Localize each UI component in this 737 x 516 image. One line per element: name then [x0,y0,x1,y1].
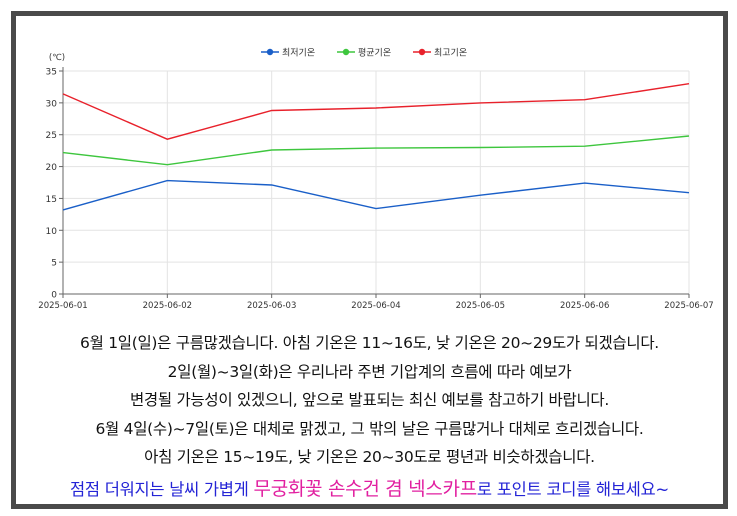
y-tick-label: 15 [46,195,57,205]
chart-frame: 0 5 10 15 20 25 30 35 2025-06-01 2025-06-02 2025-0… [11,11,728,509]
temperature-line-chart: 0 5 10 15 20 25 30 35 2025-06-01 2025-06-02 2025-0… [38,48,713,312]
y-tick-label: 10 [46,227,58,237]
forecast-line-4: 6월 4일(수)~7일(토)은 대체로 맑겠고, 그 밖의 날은 구름많거나 대… [95,419,644,438]
legend-marker-2 [342,48,350,56]
y-tick-label: 25 [46,131,57,141]
legend-marker-3 [418,48,426,56]
x-tick-label: 2025-06-04 [351,301,400,311]
forecast-text: 6월 1일(일)은 구름많겠습니다. 아침 기온은 11~16도, 낮 기온은 … [16,329,723,505]
series-line-2 [62,135,690,166]
promo-highlight: 무궁화꽃 손수건 겸 넥스카프 [253,477,478,500]
promo-text-end: 로 포인트 코디를 해보세요~ [476,479,669,499]
promo-text-start: 점점 더워지는 날씨 가볍게 [70,479,254,499]
forecast-line-1: 6월 1일(일)은 구름많겠습니다. 아침 기온은 11~16도, 낮 기온은 … [80,334,659,352]
forecast-line-3: 변경될 가능성이 있겠으니, 앞으로 발표되는 최신 예보를 참고하기 바랍니다… [129,391,610,409]
legend-label-3: 최고기온 [434,48,467,59]
x-tick-label: 2025-06-06 [560,301,609,311]
y-tick-label: 30 [46,99,58,109]
x-tick-label: 2025-06-07 [664,301,713,311]
x-tick-label: 2025-06-02 [143,301,192,311]
y-unit-label: (℃) [49,53,65,63]
legend-label-1: 최저기온 [282,48,315,59]
y-tick-label: 20 [46,163,58,173]
series-line-1 [62,179,690,211]
forecast-line-5: 아침 기온은 15~19도, 낮 기온은 20~30도로 평년과 비슷하겠습니다… [144,448,595,466]
y-tick-label: 0 [51,291,57,301]
legend-label-2: 평균기온 [358,48,391,59]
y-tick-label: 5 [51,259,57,269]
legend-marker-1 [266,48,274,56]
forecast-line-2: 2일(월)~3일(화)은 우리나라 주변 기압계의 흐름에 따라 예보가 [167,362,572,381]
x-tick-label: 2025-06-05 [456,301,505,311]
x-tick-label: 2025-06-01 [38,301,87,311]
x-tick-label: 2025-06-03 [247,301,296,311]
series-line-3 [62,83,690,140]
promo-line: 점점 더워지는 날씨 가볍게 무궁화꽃 손수건 겸 넥스카프로 포인트 코디를 … [16,474,723,505]
y-tick-label: 35 [46,68,57,78]
